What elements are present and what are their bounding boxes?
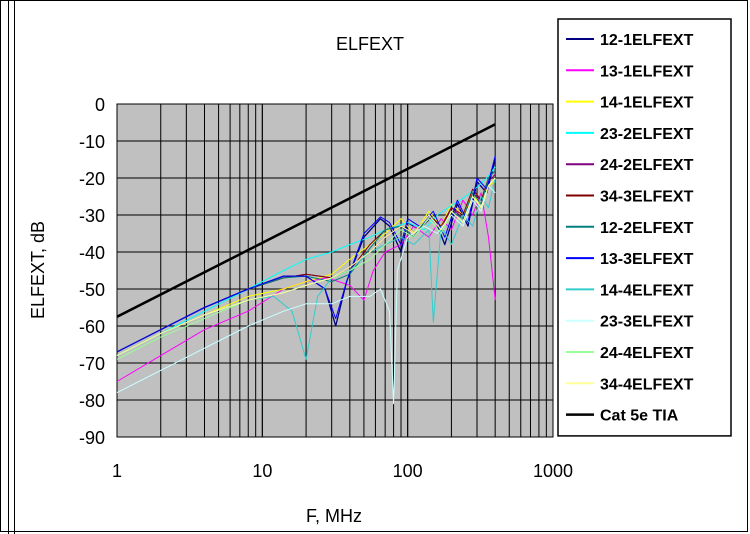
legend-label-13-3elfext: 13-3ELFEXT [600, 251, 694, 268]
series-line-cat-5e-tia [116, 123, 496, 318]
legend-label-23-2elfext: 23-2ELFEXT [600, 126, 694, 143]
left-border-line-inner [14, 0, 15, 534]
y-tick-label: -90 [79, 428, 105, 448]
y-tick-label: -50 [79, 280, 105, 300]
legend-label-14-1elfext: 14-1ELFEXT [600, 95, 694, 112]
y-axis-label: ELFEXT, dB [28, 221, 48, 319]
legend-label-cat-5e-tia: Cat 5e TIA [600, 408, 679, 425]
y-tick-label: 0 [95, 95, 105, 115]
y-tick-label: -20 [79, 169, 105, 189]
x-axis-label: F, MHz [306, 506, 362, 526]
x-tick-label: 1 [112, 461, 122, 481]
series-line-23-3elfext [116, 184, 496, 405]
legend-label-23-3elfext: 23-3ELFEXT [600, 314, 694, 331]
legend-label-24-2elfext: 24-2ELFEXT [600, 157, 694, 174]
y-tick-label: -40 [79, 243, 105, 263]
chart-title: ELFEXT [336, 34, 404, 54]
series-line-13-3elfext [116, 155, 496, 353]
y-tick-label: -10 [79, 132, 105, 152]
y-tick-label: -60 [79, 317, 105, 337]
x-tick-label: 1000 [533, 461, 573, 481]
legend-label-24-4elfext: 24-4ELFEXT [600, 345, 694, 362]
legend: 12-1ELFEXT 13-1ELFEXT 14-1ELFEXT 23-2ELFEXT… [557, 18, 732, 437]
legend-label-14-4elfext: 14-4ELFEXT [600, 282, 694, 299]
x-tick-label: 100 [393, 461, 423, 481]
plot-background [117, 104, 553, 437]
y-tick-label: -70 [79, 354, 105, 374]
y-tick-label: -80 [79, 391, 105, 411]
legend-label-13-1elfext: 13-1ELFEXT [600, 63, 694, 80]
legend-label-12-2elfext: 12-2ELFEXT [600, 220, 694, 237]
y-tick-label: -30 [79, 206, 105, 226]
legend-label-34-4elfext: 34-4ELFEXT [600, 376, 694, 393]
x-tick-label: 10 [252, 461, 272, 481]
legend-label-34-3elfext: 34-3ELFEXT [600, 189, 694, 206]
plot-border [116, 103, 554, 438]
plot-area: 0 -10 -20 -30 -40 -50 -60 -70 -80 -90 1 10 100 1000 [79, 95, 573, 481]
legend-label-12-1elfext: 12-1ELFEXT [600, 32, 694, 49]
left-border-line [8, 0, 9, 534]
series-line-34-4elfext [116, 177, 496, 357]
